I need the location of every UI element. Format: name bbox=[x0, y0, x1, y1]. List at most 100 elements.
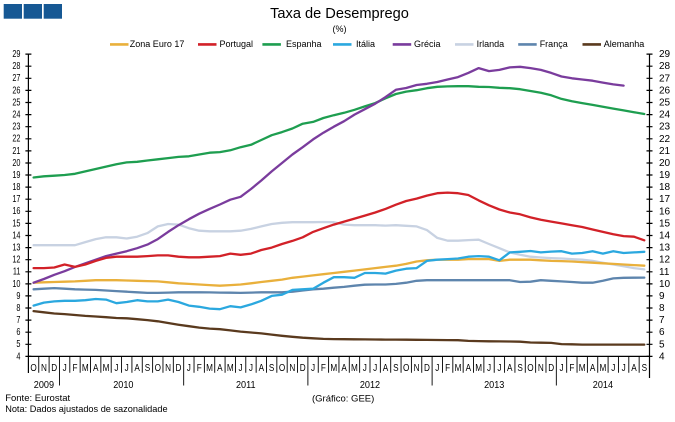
svg-text:S: S bbox=[642, 362, 647, 373]
svg-text:24: 24 bbox=[12, 108, 20, 119]
svg-text:J: J bbox=[611, 362, 615, 373]
svg-text:Irlanda: Irlanda bbox=[477, 39, 505, 49]
svg-text:A: A bbox=[383, 362, 389, 373]
svg-text:M: M bbox=[227, 362, 234, 373]
svg-text:Nota: Dados ajustados de sazon: Nota: Dados ajustados de sazonalidade bbox=[5, 404, 167, 414]
svg-text:10: 10 bbox=[12, 278, 20, 289]
svg-text:4: 4 bbox=[659, 351, 665, 362]
svg-text:28: 28 bbox=[12, 60, 20, 71]
svg-text:N: N bbox=[165, 362, 171, 373]
svg-text:23: 23 bbox=[659, 122, 671, 133]
svg-text:19: 19 bbox=[659, 170, 671, 181]
svg-text:Alemanha: Alemanha bbox=[604, 39, 645, 49]
svg-text:S: S bbox=[269, 362, 274, 373]
svg-text:19: 19 bbox=[12, 169, 20, 180]
svg-text:J: J bbox=[239, 362, 243, 373]
svg-text:N: N bbox=[538, 362, 544, 373]
svg-text:S: S bbox=[145, 362, 150, 373]
svg-text:12: 12 bbox=[12, 253, 20, 264]
svg-text:F: F bbox=[72, 362, 77, 373]
svg-text:27: 27 bbox=[659, 73, 671, 84]
svg-text:17: 17 bbox=[659, 194, 671, 205]
svg-text:20: 20 bbox=[12, 157, 20, 168]
svg-text:F: F bbox=[569, 362, 574, 373]
svg-text:25: 25 bbox=[659, 98, 671, 109]
svg-text:M: M bbox=[82, 362, 89, 373]
svg-text:14: 14 bbox=[659, 231, 671, 242]
svg-text:O: O bbox=[155, 362, 161, 373]
svg-text:6: 6 bbox=[16, 326, 20, 337]
svg-text:J: J bbox=[487, 362, 491, 373]
svg-text:21: 21 bbox=[659, 146, 671, 157]
svg-text:22: 22 bbox=[659, 134, 671, 145]
svg-text:2014: 2014 bbox=[593, 380, 614, 392]
svg-text:(Gráfico: GEE): (Gráfico: GEE) bbox=[312, 394, 374, 405]
svg-text:J: J bbox=[363, 362, 367, 373]
svg-text:J: J bbox=[63, 362, 67, 373]
svg-text:29: 29 bbox=[659, 49, 671, 60]
svg-text:J: J bbox=[435, 362, 439, 373]
svg-text:J: J bbox=[187, 362, 191, 373]
svg-text:7: 7 bbox=[16, 314, 20, 325]
svg-text:J: J bbox=[622, 362, 626, 373]
svg-text:2009: 2009 bbox=[34, 380, 54, 392]
svg-text:S: S bbox=[517, 362, 522, 373]
svg-text:O: O bbox=[403, 362, 409, 373]
svg-text:9: 9 bbox=[16, 290, 20, 301]
svg-text:13: 13 bbox=[659, 243, 671, 254]
svg-text:J: J bbox=[125, 362, 129, 373]
svg-text:J: J bbox=[249, 362, 253, 373]
svg-text:26: 26 bbox=[12, 84, 20, 95]
svg-text:21: 21 bbox=[12, 145, 20, 156]
svg-text:8: 8 bbox=[659, 303, 665, 314]
svg-text:D: D bbox=[300, 362, 306, 373]
svg-text:22: 22 bbox=[12, 133, 20, 144]
svg-text:Taxa de Desemprego: Taxa de Desemprego bbox=[270, 6, 409, 22]
svg-text:6: 6 bbox=[659, 327, 665, 338]
svg-text:A: A bbox=[217, 362, 223, 373]
svg-text:D: D bbox=[548, 362, 554, 373]
svg-text:O: O bbox=[30, 362, 36, 373]
svg-text:5: 5 bbox=[16, 338, 20, 349]
svg-text:Portugal: Portugal bbox=[220, 39, 254, 49]
svg-text:23: 23 bbox=[12, 120, 20, 131]
svg-text:D: D bbox=[176, 362, 182, 373]
svg-text:J: J bbox=[373, 362, 377, 373]
svg-text:Grécia: Grécia bbox=[414, 39, 441, 49]
svg-text:16: 16 bbox=[12, 205, 20, 216]
svg-text:8: 8 bbox=[16, 302, 20, 313]
svg-text:M: M bbox=[600, 362, 607, 373]
svg-text:M: M bbox=[206, 362, 213, 373]
svg-text:(%): (%) bbox=[333, 24, 347, 34]
svg-text:S: S bbox=[393, 362, 398, 373]
svg-text:A: A bbox=[259, 362, 265, 373]
svg-text:F: F bbox=[197, 362, 202, 373]
svg-text:D: D bbox=[51, 362, 57, 373]
svg-text:2011: 2011 bbox=[236, 380, 256, 392]
svg-text:9: 9 bbox=[659, 291, 665, 302]
svg-text:13: 13 bbox=[12, 241, 20, 252]
svg-text:28: 28 bbox=[659, 61, 671, 72]
svg-text:17: 17 bbox=[12, 193, 20, 204]
svg-text:J: J bbox=[114, 362, 118, 373]
svg-text:F: F bbox=[321, 362, 326, 373]
svg-text:15: 15 bbox=[659, 218, 671, 229]
svg-text:A: A bbox=[134, 362, 140, 373]
svg-text:J: J bbox=[559, 362, 563, 373]
svg-text:M: M bbox=[330, 362, 337, 373]
svg-text:J: J bbox=[497, 362, 501, 373]
svg-text:A: A bbox=[507, 362, 513, 373]
svg-text:Zona Euro 17: Zona Euro 17 bbox=[130, 39, 185, 49]
svg-text:25: 25 bbox=[12, 96, 20, 107]
svg-text:2013: 2013 bbox=[484, 380, 504, 392]
svg-text:4: 4 bbox=[16, 350, 20, 361]
svg-text:11: 11 bbox=[13, 266, 21, 277]
svg-text:18: 18 bbox=[12, 181, 20, 192]
svg-text:Itália: Itália bbox=[356, 39, 375, 49]
svg-text:A: A bbox=[93, 362, 99, 373]
svg-text:A: A bbox=[341, 362, 347, 373]
svg-text:2010: 2010 bbox=[113, 380, 133, 392]
svg-text:A: A bbox=[466, 362, 472, 373]
svg-text:A: A bbox=[631, 362, 637, 373]
svg-text:N: N bbox=[414, 362, 420, 373]
